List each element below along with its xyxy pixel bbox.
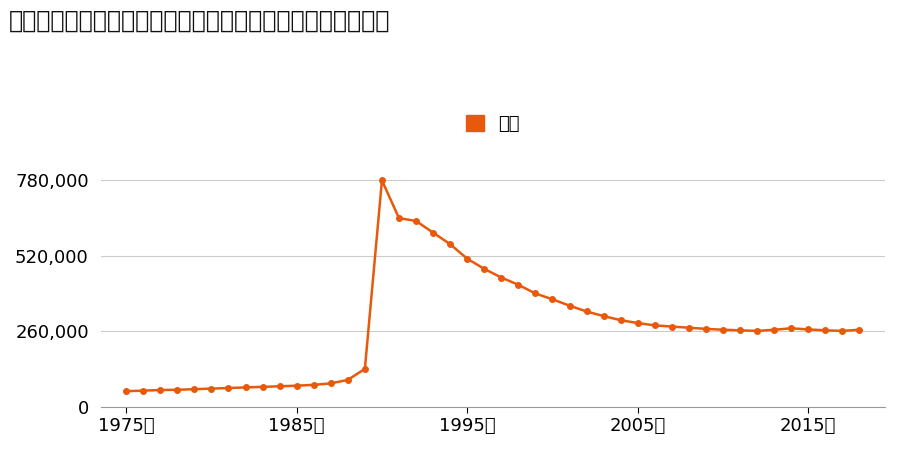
- Legend: 価格: 価格: [459, 108, 527, 140]
- Text: 神奈川県横浜市中区山元町１丁目４４番１の一部の地価推移: 神奈川県横浜市中区山元町１丁目４４番１の一部の地価推移: [9, 9, 391, 33]
